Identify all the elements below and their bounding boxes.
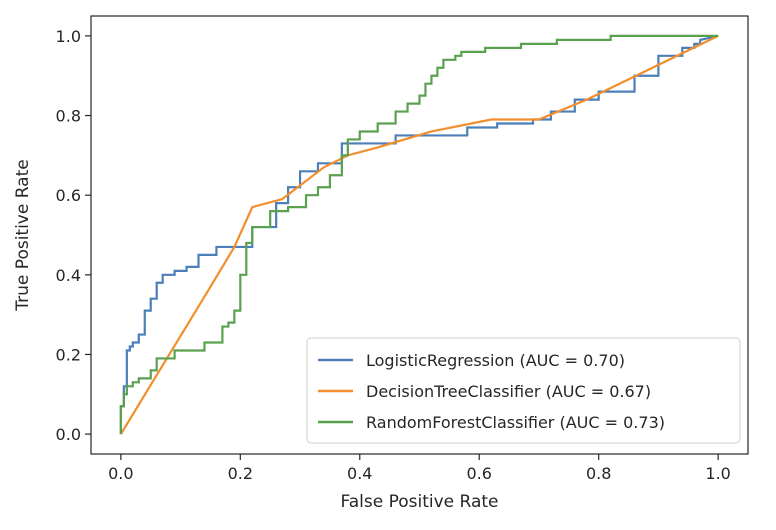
plot-area-frame [90, 15, 749, 455]
x-axis-label: False Positive Rate [341, 492, 499, 512]
y-tick-label: 0.6 [56, 186, 81, 205]
y-axis-ticks: 0.0 0.2 0.4 0.6 0.8 1.0 [56, 27, 91, 444]
x-tick-label: 0.2 [228, 464, 253, 483]
y-tick-label: 0.8 [56, 107, 81, 126]
y-tick-label: 0.2 [56, 345, 81, 364]
y-axis-label: True Positive Rate [13, 159, 33, 311]
legend-box [306, 337, 741, 444]
series-line-randomforestclassifier [119, 34, 719, 435]
y-tick-label: 0.4 [56, 266, 81, 285]
legend-entry-label: DecisionTreeClassifier (AUC = 0.67) [366, 382, 651, 401]
x-tick-label: 0.0 [108, 464, 133, 483]
x-tick-label: 1.0 [705, 464, 730, 483]
legend-entry-label: RandomForestClassifier (AUC = 0.73) [366, 413, 665, 432]
series-layer [119, 34, 719, 435]
legend: LogisticRegression (AUC = 0.70) DecisionT… [306, 337, 741, 444]
x-tick-label: 0.6 [467, 464, 492, 483]
y-tick-label: 0.0 [56, 425, 81, 444]
legend-entry-label: LogisticRegression (AUC = 0.70) [366, 351, 625, 370]
x-axis-ticks: 0.0 0.2 0.4 0.6 0.8 1.0 [108, 454, 731, 483]
x-tick-label: 0.8 [586, 464, 611, 483]
series-line-logisticregression [119, 34, 719, 435]
y-tick-label: 1.0 [56, 27, 81, 46]
x-tick-label: 0.4 [347, 464, 372, 483]
